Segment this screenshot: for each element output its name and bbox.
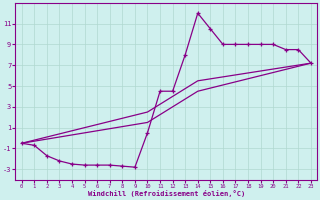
X-axis label: Windchill (Refroidissement éolien,°C): Windchill (Refroidissement éolien,°C) [88, 190, 245, 197]
